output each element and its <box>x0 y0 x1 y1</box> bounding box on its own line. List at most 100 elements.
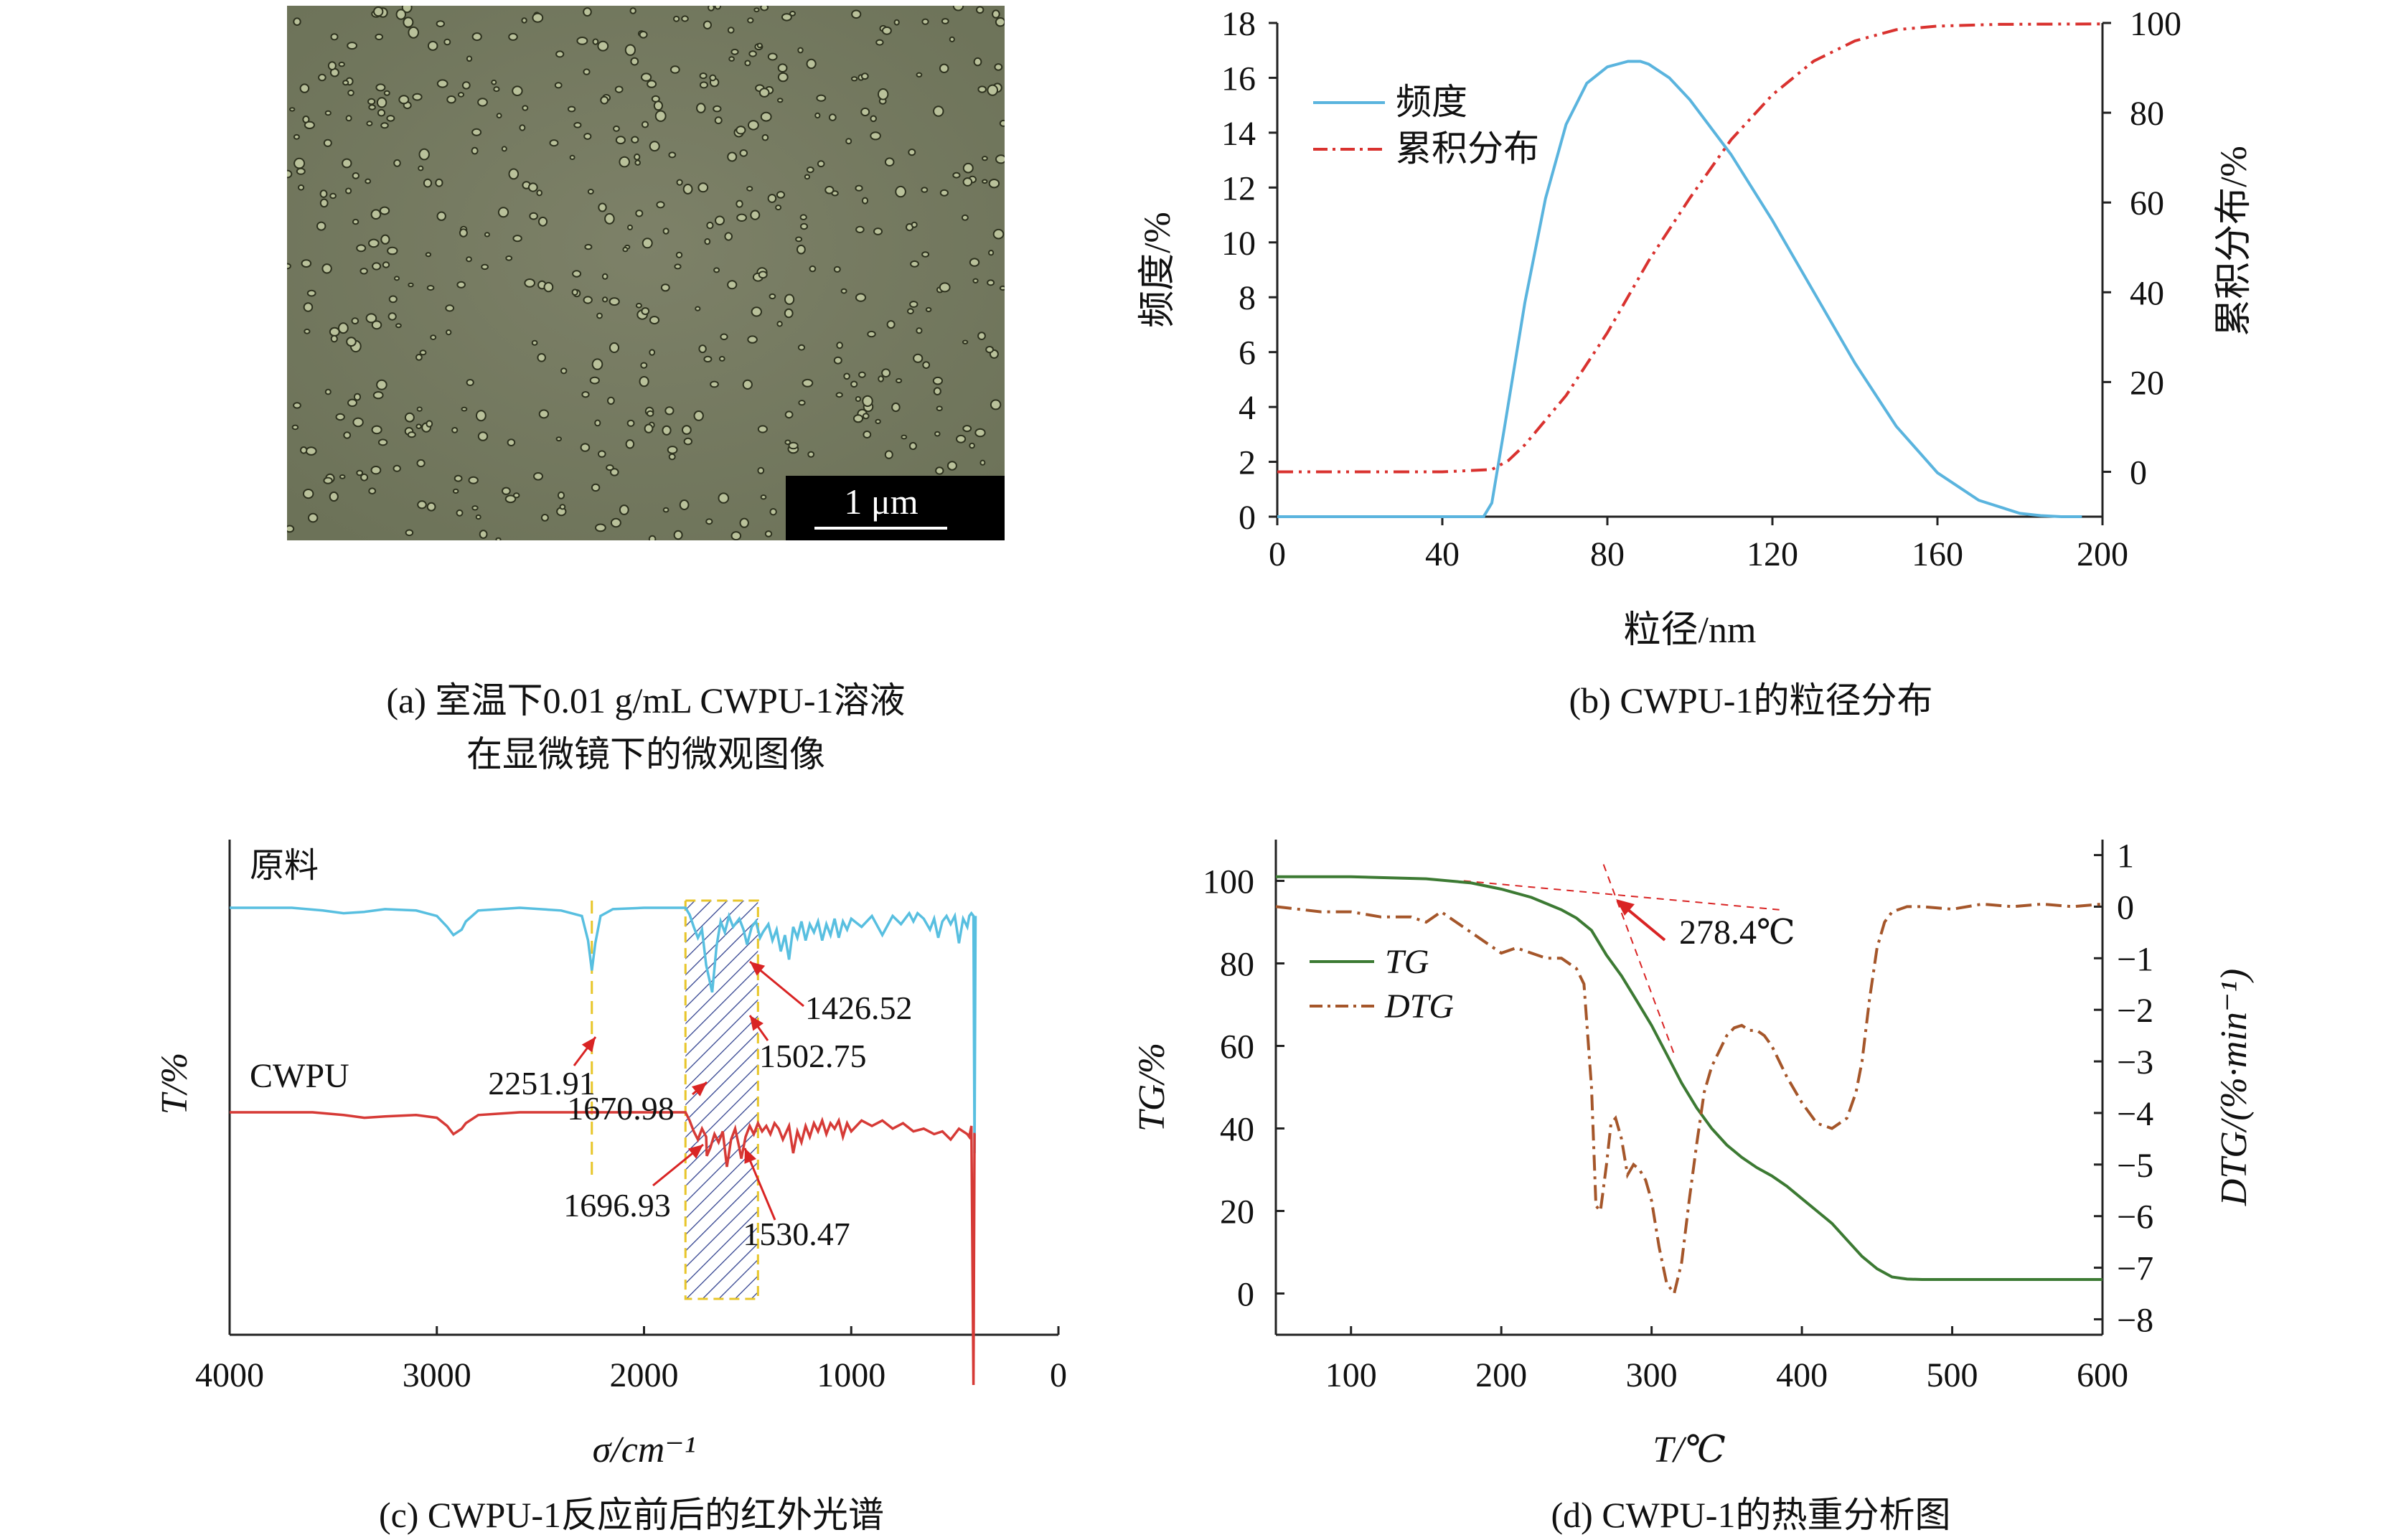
particle <box>681 15 689 22</box>
particle <box>404 412 415 423</box>
scale-bar-label: 1 μm <box>844 482 918 522</box>
y-tick-label: 20 <box>1220 1193 1254 1231</box>
particle <box>572 270 582 278</box>
particle <box>727 151 738 162</box>
particle <box>806 58 817 70</box>
particle <box>596 312 603 319</box>
particle <box>601 273 609 280</box>
particle <box>554 82 563 89</box>
particle <box>456 509 464 517</box>
particle <box>641 307 650 316</box>
particle <box>936 405 943 412</box>
particle <box>594 419 601 427</box>
particle <box>573 122 582 128</box>
particle <box>293 17 301 27</box>
particle <box>795 236 803 243</box>
particle <box>630 57 639 66</box>
x-tick-label: 600 <box>2077 1356 2128 1394</box>
y2-tick-label: −5 <box>2117 1147 2153 1185</box>
particle <box>531 339 538 346</box>
particle <box>538 409 550 419</box>
x-axis-title: σ/cm⁻¹ <box>593 1429 696 1470</box>
particle <box>342 158 352 169</box>
particle <box>339 474 346 479</box>
particle <box>921 187 929 193</box>
series-cwpu-line <box>230 1111 976 1386</box>
particle <box>368 487 377 495</box>
particle <box>860 72 869 80</box>
particle <box>781 13 792 22</box>
particle <box>653 100 664 111</box>
x-tick-label: 0 <box>1050 1356 1067 1394</box>
particle <box>321 263 332 274</box>
particle <box>648 535 657 540</box>
particle <box>614 85 624 93</box>
particle <box>445 304 455 312</box>
particle <box>330 33 339 41</box>
particle <box>543 281 554 293</box>
particle <box>649 316 660 325</box>
particle <box>387 246 398 255</box>
particle <box>524 278 536 288</box>
particle <box>639 31 648 39</box>
micrograph-image: 1 μm <box>287 6 1005 540</box>
particle <box>356 469 364 476</box>
particle <box>995 154 1005 164</box>
particle <box>376 379 387 390</box>
particle <box>293 402 301 409</box>
particle <box>939 282 951 293</box>
particle <box>600 95 609 105</box>
particle <box>934 431 941 437</box>
particle <box>298 184 305 191</box>
particle <box>911 221 918 228</box>
particle <box>329 327 340 337</box>
particle <box>609 297 620 306</box>
particle <box>352 172 360 179</box>
series-cumulative-line <box>1277 22 2103 474</box>
legend-cum-label: 累积分布 <box>1396 128 1539 169</box>
particle <box>699 72 708 80</box>
particle <box>345 115 352 122</box>
particle <box>471 32 482 42</box>
particle <box>748 50 757 57</box>
particle <box>457 92 465 98</box>
particle <box>705 518 713 525</box>
particle <box>393 464 401 472</box>
particle <box>351 317 360 325</box>
particle <box>662 507 669 513</box>
particle <box>365 313 377 324</box>
y-axis-title: TG/% <box>1132 1043 1173 1132</box>
particle <box>798 400 806 406</box>
particle <box>416 406 423 412</box>
caption-a-line2: 在显微镜下的微观图像 <box>466 734 825 774</box>
particle <box>855 396 862 402</box>
particle <box>824 185 835 194</box>
y-axis-title: T/% <box>154 1053 195 1115</box>
particle <box>999 285 1005 291</box>
y2-tick-label: 0 <box>2130 454 2147 492</box>
particle <box>540 514 549 522</box>
peak-label: 1696.93 <box>563 1187 671 1224</box>
particle <box>631 136 639 144</box>
x-tick-label: 80 <box>1590 535 1625 573</box>
x-tick-label: 1000 <box>817 1356 885 1394</box>
tangent-line-upper <box>1463 880 1780 911</box>
particle <box>651 95 660 103</box>
y-tick-label: 0 <box>1239 499 1256 537</box>
particle <box>870 131 881 141</box>
particle <box>352 417 364 428</box>
particle <box>699 81 708 89</box>
series-label-cwpu: CWPU <box>250 1057 349 1095</box>
particle <box>674 263 682 270</box>
particle <box>615 136 626 145</box>
particle <box>961 214 969 221</box>
particle <box>697 182 709 193</box>
particle <box>408 282 414 288</box>
particle <box>308 512 319 523</box>
particle <box>799 214 807 221</box>
x-tick-label: 40 <box>1425 535 1460 573</box>
particle <box>338 61 345 67</box>
particle <box>814 112 821 119</box>
particle <box>609 342 620 353</box>
